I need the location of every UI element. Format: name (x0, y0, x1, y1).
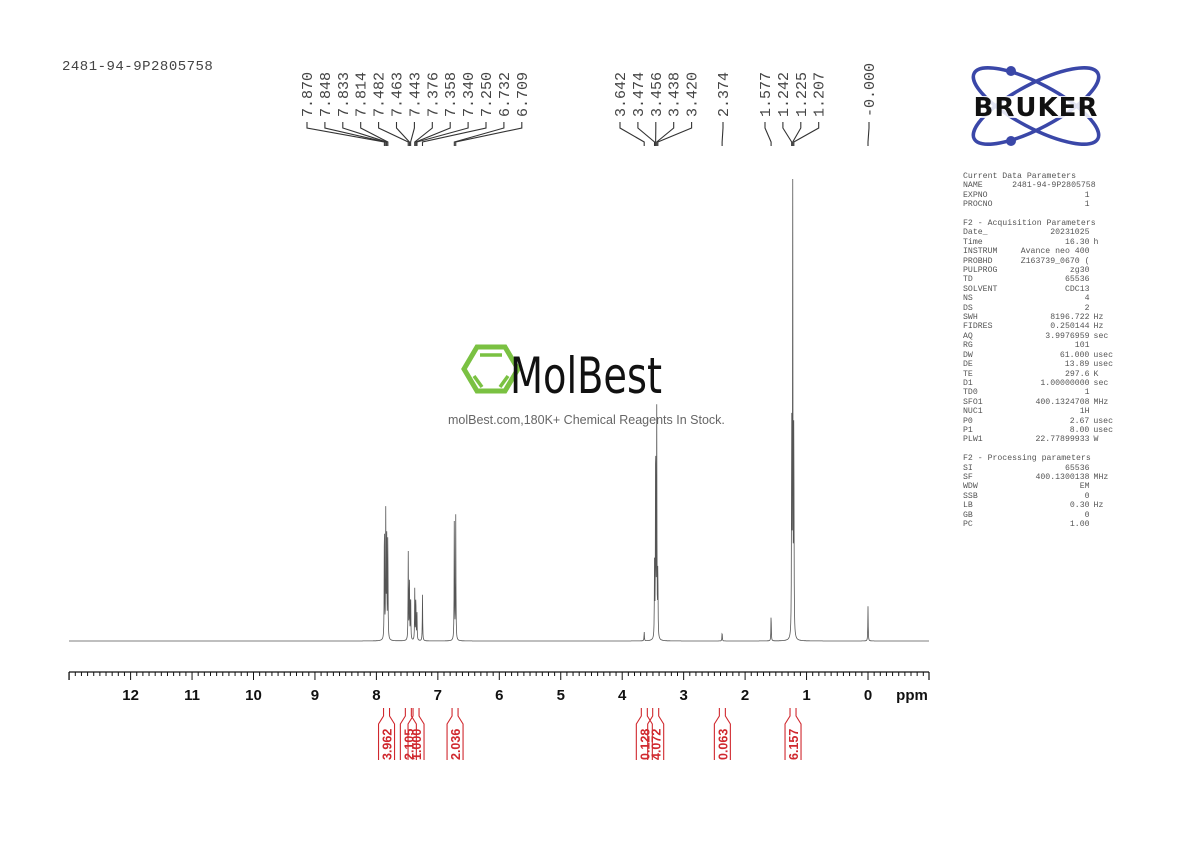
param-row: INSTRUM Avance neo 400 (963, 247, 1090, 257)
svg-text:0: 0 (864, 687, 872, 704)
svg-text:2.374: 2.374 (716, 72, 733, 117)
param-row: SWH 8196.722 Hz (963, 313, 1104, 323)
param-row: Time 16.30 h (963, 237, 1099, 247)
param-row: TD0 1 (963, 388, 1090, 398)
svg-text:7.870: 7.870 (300, 72, 317, 117)
svg-text:ppm: ppm (896, 687, 928, 704)
param-section-title: F2 - Acquisition Parameters (963, 219, 1096, 229)
param-row: DS 2 (963, 303, 1090, 313)
svg-text:7.250: 7.250 (479, 72, 496, 117)
param-row: DW 61.000 usec (963, 350, 1113, 360)
svg-text:2.036: 2.036 (449, 729, 463, 760)
svg-text:0.128: 0.128 (638, 729, 652, 760)
param-row: P1 8.00 usec (963, 425, 1113, 435)
bruker-logo: BRUKER (960, 66, 1114, 146)
svg-text:3.456: 3.456 (649, 72, 666, 117)
svg-text:4: 4 (618, 687, 627, 704)
param-row: PC 1.00 (963, 520, 1090, 529)
param-row: SFO1 400.1324708 MHz (963, 397, 1109, 407)
param-row: PROCNO 1 (963, 200, 1090, 210)
svg-text:2.105: 2.105 (402, 729, 416, 760)
param-row: P0 2.67 usec (963, 416, 1113, 426)
svg-text:-0.000: -0.000 (862, 63, 879, 117)
param-row: TE 297.6 K (963, 369, 1099, 379)
svg-text:4.072: 4.072 (650, 729, 664, 760)
param-row: WDW EM (963, 482, 1090, 492)
svg-text:3.962: 3.962 (381, 729, 395, 760)
param-row: SF 400.1300138 MHz (963, 472, 1109, 482)
param-row: EXPNO 1 (963, 190, 1090, 200)
svg-text:0.063: 0.063 (716, 729, 730, 760)
svg-text:7.814: 7.814 (354, 72, 371, 117)
svg-text:7.443: 7.443 (407, 72, 424, 117)
sample-id: 2481-94-9P2805758 (62, 59, 214, 75)
svg-text:3.438: 3.438 (667, 72, 684, 117)
param-row: PROBHD Z163739_0670 ( (963, 256, 1090, 266)
svg-text:3: 3 (679, 687, 687, 704)
param-row: PULPROG zg30 (963, 266, 1090, 276)
svg-text:11: 11 (184, 687, 200, 704)
svg-text:10: 10 (245, 687, 262, 704)
param-section-title: F2 - Processing parameters (963, 454, 1091, 464)
param-row: Date_ 20231025 (963, 228, 1090, 238)
param-row: AQ 3.9976959 sec (963, 331, 1109, 341)
svg-text:6.157: 6.157 (787, 729, 801, 760)
svg-text:7.358: 7.358 (443, 72, 460, 117)
svg-text:2: 2 (741, 687, 749, 704)
param-row: RG 101 (963, 341, 1090, 351)
svg-text:1.242: 1.242 (776, 72, 793, 117)
svg-text:BRUKER: BRUKER (974, 93, 1099, 123)
svg-text:7: 7 (434, 687, 442, 704)
svg-text:1.577: 1.577 (758, 72, 775, 117)
svg-text:6.709: 6.709 (515, 72, 532, 117)
param-row: PLW1 22.77899933 W (963, 435, 1099, 445)
svg-text:1.000: 1.000 (410, 729, 424, 760)
svg-text:1.207: 1.207 (812, 72, 829, 117)
param-row: NAME 2481-94-9P2805758 (963, 181, 1096, 191)
param-row: SI 65536 (963, 463, 1090, 473)
param-row: SOLVENT CDC13 (963, 284, 1090, 294)
svg-text:7.848: 7.848 (318, 72, 335, 117)
svg-text:5: 5 (557, 687, 565, 704)
molbest-watermark: MolBest (448, 340, 748, 407)
param-row: SSB 0 (963, 491, 1090, 501)
peak-labels: 7.870 7.848 7.833 7.814 7.482 7.463 7.443 7.376… (300, 63, 879, 146)
param-row: NS 4 (963, 294, 1090, 304)
svg-text:3.420: 3.420 (685, 72, 702, 117)
svg-text:7.482: 7.482 (372, 72, 389, 117)
svg-text:9: 9 (311, 687, 319, 704)
svg-text:7.463: 7.463 (390, 72, 407, 117)
param-section-title: Current Data Parameters (963, 172, 1077, 181)
param-row: DE 13.89 usec (963, 360, 1113, 370)
svg-text:1: 1 (802, 687, 810, 704)
param-row: TD 65536 (963, 275, 1090, 285)
param-row: NUC1 1H (963, 407, 1090, 417)
param-row: GB 0 (963, 510, 1090, 520)
svg-text:6: 6 (495, 687, 503, 704)
svg-text:12: 12 (122, 687, 139, 704)
svg-text:7.376: 7.376 (425, 72, 442, 117)
svg-text:MolBest: MolBest (510, 347, 662, 402)
molbest-tagline: molBest.com,180K+ Chemical Reagents In S… (448, 413, 725, 427)
svg-text:1.225: 1.225 (794, 72, 811, 117)
acquisition-parameters-panel: Current Data Parameters NAME 2481-94-9P280… (963, 172, 1123, 529)
svg-text:3.642: 3.642 (613, 72, 630, 117)
benzene-icon (461, 344, 521, 394)
svg-text:7.340: 7.340 (461, 72, 478, 117)
svg-text:6.732: 6.732 (497, 72, 514, 117)
svg-text:8: 8 (372, 687, 380, 704)
param-row: D1 1.00000000 sec (963, 378, 1109, 388)
spectrum-trace (69, 178, 929, 642)
svg-text:7.833: 7.833 (336, 72, 353, 117)
param-row: LB 0.30 Hz (963, 501, 1104, 511)
ppm-axis: 12 11 10 9 8 7 6 5 4 3 2 1 0 ppm (68, 671, 930, 704)
param-row: FIDRES 0.250144 Hz (963, 322, 1104, 332)
svg-text:3.474: 3.474 (631, 72, 648, 117)
